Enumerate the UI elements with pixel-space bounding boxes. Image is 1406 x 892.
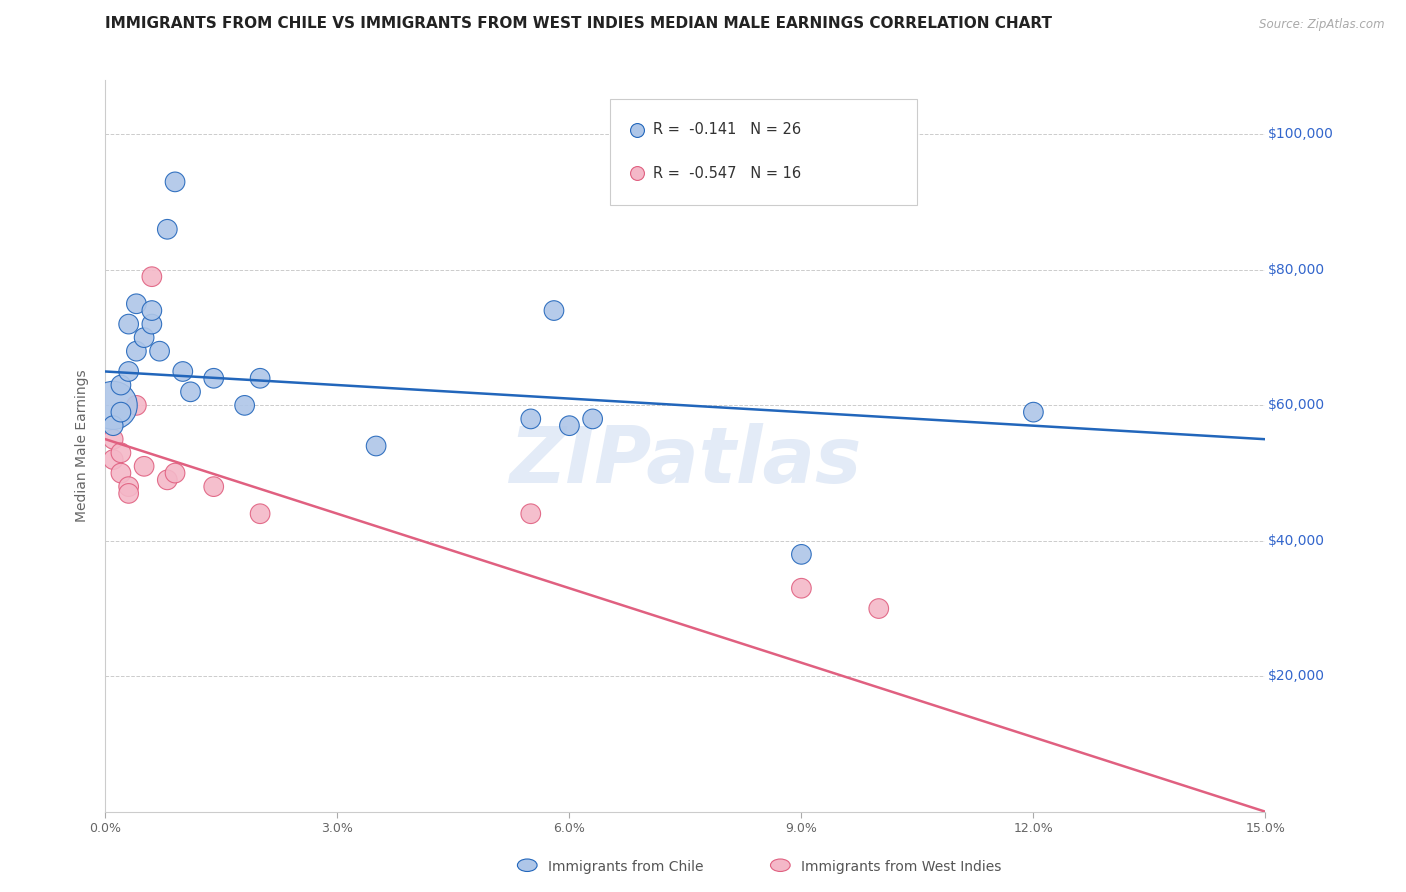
Text: Immigrants from Chile: Immigrants from Chile [548, 860, 704, 874]
Point [125, 344, 148, 359]
Point [249, 507, 271, 521]
Point [149, 344, 172, 359]
Point [364, 439, 387, 453]
Point [110, 405, 132, 419]
Point [141, 317, 163, 331]
Point [118, 364, 141, 378]
Point [132, 331, 156, 345]
Point [233, 398, 256, 412]
Point [1022, 405, 1045, 419]
Point [520, 412, 543, 426]
Text: $80,000: $80,000 [1268, 263, 1324, 277]
Point [520, 507, 543, 521]
Point [110, 466, 132, 480]
Text: $40,000: $40,000 [1268, 533, 1324, 548]
Point [103, 418, 124, 433]
Point [125, 398, 148, 412]
Point [163, 175, 186, 189]
Point [103, 398, 124, 412]
Point [868, 601, 890, 615]
Point [103, 432, 124, 446]
Point [156, 473, 179, 487]
Point [118, 480, 141, 494]
Point [163, 466, 186, 480]
Text: $60,000: $60,000 [1268, 399, 1324, 412]
Point [558, 418, 581, 433]
Point [118, 317, 141, 331]
Y-axis label: Median Male Earnings: Median Male Earnings [76, 369, 90, 523]
Point [141, 269, 163, 284]
Text: R =  -0.547   N = 16: R = -0.547 N = 16 [652, 166, 801, 181]
Point [582, 412, 605, 426]
Point [249, 371, 271, 385]
Point [132, 459, 156, 474]
Point [118, 486, 141, 500]
Point [790, 547, 813, 561]
Point [179, 384, 202, 399]
Text: ZIPatlas: ZIPatlas [509, 423, 862, 499]
Text: Immigrants from West Indies: Immigrants from West Indies [801, 860, 1002, 874]
Point [141, 303, 163, 318]
Point [202, 480, 225, 494]
Point [543, 303, 565, 318]
Point [202, 371, 225, 385]
Point [103, 452, 124, 467]
Text: IMMIGRANTS FROM CHILE VS IMMIGRANTS FROM WEST INDIES MEDIAN MALE EARNINGS CORREL: IMMIGRANTS FROM CHILE VS IMMIGRANTS FROM… [105, 16, 1053, 31]
Text: Source: ZipAtlas.com: Source: ZipAtlas.com [1260, 18, 1385, 31]
Point [790, 581, 813, 595]
Point [156, 222, 179, 236]
Point [110, 446, 132, 460]
FancyBboxPatch shape [610, 99, 917, 204]
Text: R =  -0.141   N = 26: R = -0.141 N = 26 [652, 122, 801, 137]
Text: $100,000: $100,000 [1268, 128, 1334, 142]
Point [172, 364, 194, 378]
Point [125, 297, 148, 311]
Text: $20,000: $20,000 [1268, 669, 1324, 683]
Point [110, 378, 132, 392]
